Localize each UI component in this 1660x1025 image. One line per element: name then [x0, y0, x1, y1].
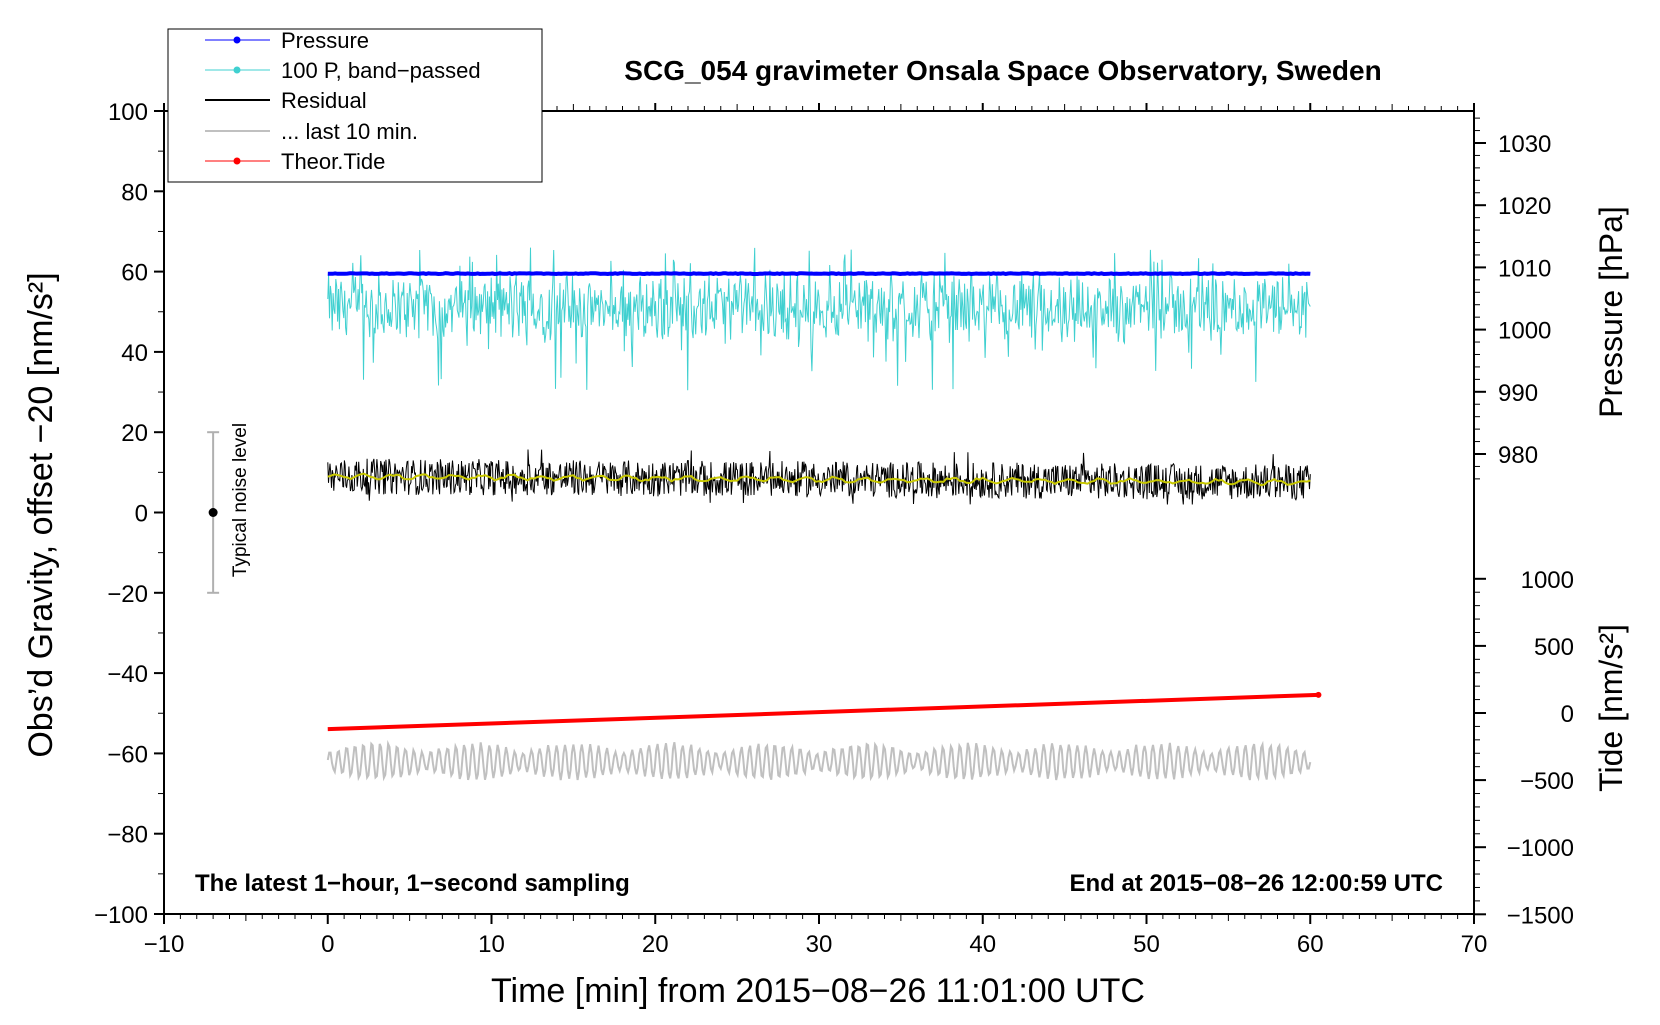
x-tick-label: 20	[642, 931, 669, 958]
pressure-tick-label: 1000	[1498, 318, 1551, 345]
series-residual-line	[327, 449, 1311, 505]
legend-marker-bandpassed	[233, 66, 241, 74]
pressure-tick-label: 990	[1498, 380, 1538, 407]
x-tick-label: −10	[144, 931, 185, 958]
noise-level-center-dot	[208, 508, 218, 517]
series-bandpassed-line	[327, 247, 1311, 391]
series-layer	[207, 247, 1322, 782]
pressure-tick-label: 1030	[1498, 131, 1551, 158]
axes-layer: −10 0 10 20 30 40 50 60 70100806040200−20−40−60−…	[94, 99, 1574, 958]
x-tick-label: 10	[478, 931, 505, 958]
x-tick-label: 30	[806, 931, 833, 958]
x-axis-label: Time [min] from 2015−08−26 11:01:00 UTC	[491, 972, 1145, 1010]
y-tick-label: −20	[107, 581, 148, 608]
y-tick-label: −40	[107, 661, 148, 688]
legend: Pressure 100 P, band−passed Residual ...…	[167, 28, 543, 183]
series-pressure-line	[327, 271, 1311, 277]
pressure-tick-label: 980	[1498, 442, 1538, 469]
legend-label-bandpassed: 100 P, band−passed	[281, 58, 481, 83]
x-tick-label: 60	[1297, 931, 1324, 958]
tide-tick-label: −500	[1520, 768, 1574, 795]
y-axis-label-tide: Tide [nm/s²]	[1593, 624, 1629, 792]
tide-tick-label: −1500	[1507, 902, 1574, 929]
legend-marker-pressure	[233, 36, 241, 44]
pressure-tick-label: 1020	[1498, 193, 1551, 220]
legend-label-pressure: Pressure	[281, 28, 369, 53]
y-tick-label: −80	[107, 822, 148, 849]
tide-tick-label: 0	[1561, 701, 1574, 728]
series-tide-endpoint	[1315, 691, 1322, 698]
tide-tick-label: 1000	[1521, 567, 1574, 594]
legend-label-tide: Theor.Tide	[281, 149, 385, 174]
x-tick-label: 70	[1461, 931, 1488, 958]
legend-label-residual: Residual	[281, 88, 367, 113]
y-tick-label: 80	[121, 179, 148, 206]
y-tick-label: 100	[108, 99, 148, 126]
annotation-sampling: The latest 1−hour, 1−second sampling	[195, 870, 630, 897]
x-tick-label: 0	[321, 931, 334, 958]
legend-marker-tide	[233, 157, 241, 165]
legend-box	[167, 28, 543, 183]
y-axis-label-pressure: Pressure [hPa]	[1593, 206, 1629, 418]
legend-label-last10: ... last 10 min.	[281, 119, 418, 144]
chart-title: SCG_054 gravimeter Onsala Space Observat…	[624, 55, 1381, 86]
series-tide-line	[327, 692, 1319, 732]
y-tick-label: −100	[94, 902, 148, 929]
y-tick-label: 40	[121, 340, 148, 367]
noise-level-label: Typical noise level	[230, 423, 251, 577]
x-tick-label: 50	[1133, 931, 1160, 958]
tide-tick-label: 500	[1534, 634, 1574, 661]
x-tick-label: 40	[969, 931, 996, 958]
y-tick-label: −60	[107, 741, 148, 768]
y-axis-label-gravity: Obs’d Gravity, offset −20 [nm/s²]	[22, 272, 60, 757]
annotation-end-time: End at 2015−08−26 12:00:59 UTC	[1069, 870, 1443, 897]
pressure-tick-label: 1010	[1498, 255, 1551, 282]
y-tick-label: 20	[121, 420, 148, 447]
y-tick-label: 0	[135, 501, 148, 528]
series-residual-smoothed-line	[327, 472, 1311, 487]
tide-tick-label: −1000	[1507, 835, 1574, 862]
series-last10min-line	[326, 739, 1312, 782]
y-tick-label: 60	[121, 260, 148, 287]
